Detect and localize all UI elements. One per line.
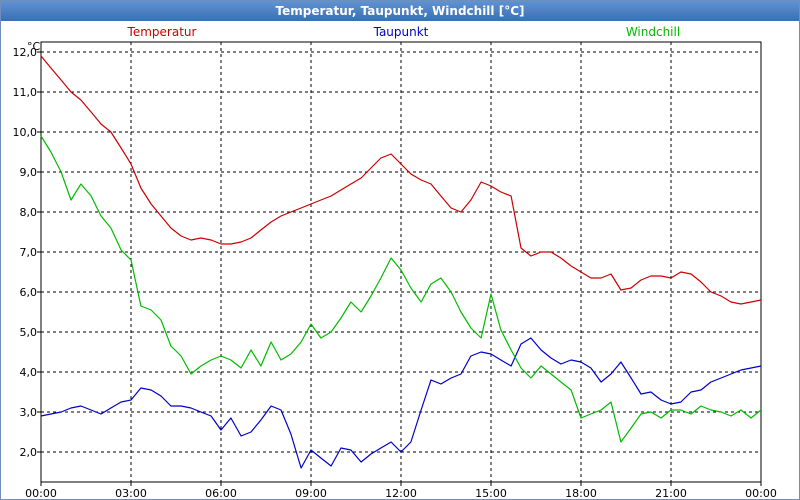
x-tick-time-label: 03:00 [115,487,147,499]
x-tick-time-label: 18:00 [565,487,597,499]
x-tick-time-label: 00:00 [25,487,57,499]
y-tick-label: 3,0 [20,406,38,419]
x-tick-time-label: 09:00 [295,487,327,499]
series-line-windchill [40,135,762,443]
legend-temperatur: Temperatur [127,25,197,39]
x-axis-ticks: 00:0029.03.1203:0029.03.1206:0029.03.120… [25,482,777,499]
chart-canvas: 12,0 11,0 10,0 9,0 8,0 7,0 6,0 5,0 4,0 3,0 2,0 00:… [13,25,777,499]
y-tick-label: 2,0 [20,446,38,459]
x-tick-time-label: 00:00 [745,487,777,499]
y-tick-label: 6,0 [20,286,38,299]
y-tick-label: 10,0 [13,126,38,139]
y-tick-label: 5,0 [20,326,38,339]
y-tick-label: 4,0 [20,366,38,379]
series-line-temperatur [40,55,762,305]
y-tick-label: 11,0 [13,86,38,99]
x-tick-time-label: 15:00 [475,487,507,499]
x-tick-time-label: 12:00 [385,487,417,499]
legend-taupunkt: Taupunkt [373,25,429,39]
y-tick-label: 9,0 [20,166,38,179]
y-axis-label: °C [27,40,41,53]
series-line-taupunkt [40,337,762,469]
grid-lines [41,42,761,482]
y-axis-ticks: 12,0 11,0 10,0 9,0 8,0 7,0 6,0 5,0 4,0 3,0 2,0 [13,46,41,459]
x-tick-time-label: 21:00 [655,487,687,499]
y-tick-label: 7,0 [20,246,38,259]
x-tick-time-label: 06:00 [205,487,237,499]
y-tick-label: 12,0 [13,46,38,59]
y-tick-label: 8,0 [20,206,38,219]
legend-windchill: Windchill [626,25,680,39]
series-lines [40,55,762,469]
chart-title: Temperatur, Taupunkt, Windchill [°C] [1,1,799,21]
